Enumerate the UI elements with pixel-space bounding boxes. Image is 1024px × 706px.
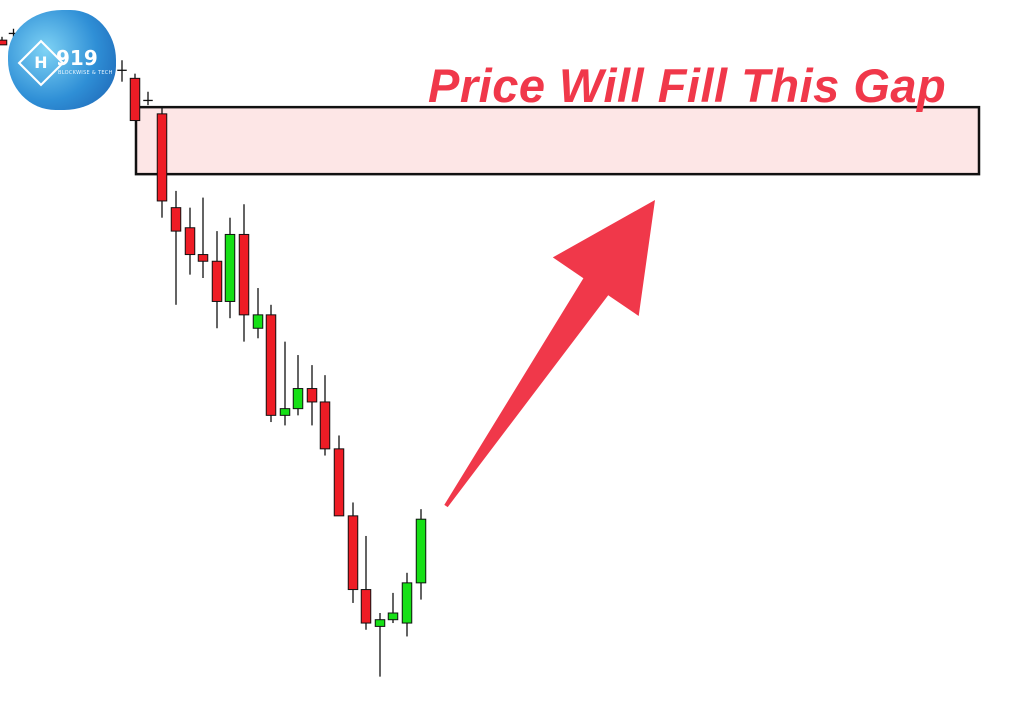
candle-body xyxy=(415,518,427,584)
candle-body xyxy=(387,612,399,621)
candle xyxy=(197,197,209,278)
candle-body xyxy=(306,388,318,403)
candle-body xyxy=(184,227,196,256)
candle xyxy=(224,217,236,319)
candle xyxy=(252,288,264,339)
candle xyxy=(156,107,168,218)
candle xyxy=(211,231,223,329)
chart-headline: Price Will Fill This Gap xyxy=(428,59,947,112)
candle xyxy=(170,190,182,305)
logo-badge-icon xyxy=(8,10,116,110)
candle-body xyxy=(279,408,291,416)
candle-body xyxy=(265,314,277,416)
candle xyxy=(129,73,141,122)
candle-body xyxy=(156,113,168,202)
logo-subtitle: BLOCKWISE & TECH xyxy=(58,70,113,76)
candle xyxy=(184,207,196,275)
candles-layer xyxy=(0,28,427,677)
logo-mark-letter: H xyxy=(34,53,48,72)
candle-body xyxy=(347,515,359,591)
candle xyxy=(347,502,359,603)
brand-logo: H 919 BLOCKWISE & TECH xyxy=(8,10,116,110)
candle-body xyxy=(238,233,250,316)
candle xyxy=(0,36,8,46)
candle xyxy=(265,304,277,423)
candle-body xyxy=(401,582,413,624)
candle xyxy=(238,204,250,342)
candle-body xyxy=(319,401,331,450)
candle-body xyxy=(333,448,345,517)
candle-body xyxy=(129,77,141,122)
candle xyxy=(279,341,291,426)
candle xyxy=(319,375,331,456)
gap-zone-layer xyxy=(134,105,981,176)
arrow-layer xyxy=(444,200,655,508)
candle xyxy=(143,91,153,106)
candle-body xyxy=(252,314,264,329)
candle-body xyxy=(211,260,223,302)
gap-zone-rect xyxy=(134,105,981,176)
candle-body xyxy=(197,254,209,262)
up-arrow-icon xyxy=(444,200,655,508)
candle xyxy=(333,435,345,517)
candle xyxy=(117,60,127,82)
candle xyxy=(387,592,399,624)
candle-body xyxy=(374,619,386,627)
logo-number: 919 xyxy=(56,46,98,70)
candle-body xyxy=(0,39,8,46)
candle-body xyxy=(224,233,236,302)
candle xyxy=(306,365,318,426)
candle xyxy=(292,355,304,416)
candle xyxy=(360,535,372,630)
candle xyxy=(401,572,413,637)
candle-body xyxy=(170,207,182,232)
candle-body xyxy=(360,589,372,624)
candle xyxy=(415,509,427,600)
candle-body xyxy=(292,388,304,410)
candle xyxy=(374,613,386,677)
